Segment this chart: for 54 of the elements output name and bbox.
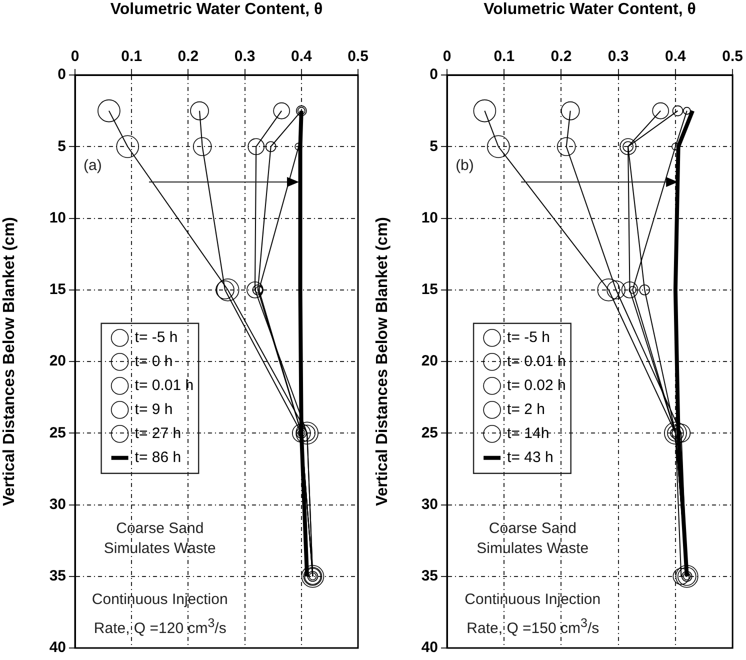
annotation: Rate, Q =120 cm$^{3}$/s [94,616,226,638]
y-tick-label: 15 [421,281,438,298]
legend-label: t= 0 h [134,353,173,370]
annotation: (b) [456,157,474,174]
y-tick-label: 0 [430,66,438,84]
annotation: Rate, Q =150 cm$^{3}$/s [466,616,600,638]
legend-label: t= 0.01 h [507,353,566,370]
legend-label: t= 27 h [134,425,182,442]
x-tick-label: 0.5 [722,48,744,66]
x-tick-label: 0.3 [234,48,256,66]
legend-label: t= 0.02 h [507,377,566,394]
x-axis-title: Volumetric Water Content, θ [110,1,323,18]
annotation: Coarse Sand Simulates Waste [476,519,590,560]
y-tick-label: 20 [421,352,438,370]
legend-label: t= 0.01 h [134,377,194,394]
y-tick-label: 25 [49,424,66,442]
annotation: Continuous Injection [92,590,228,608]
y-tick-label: 5 [58,138,66,155]
x-tick-label: 0 [70,48,80,66]
x-tick-label: 0.1 [121,48,142,66]
y-tick-label: 35 [49,568,66,585]
x-tick-label: 0.1 [494,48,515,66]
legend-label: t= -5 h [134,329,178,346]
y-tick-label: 20 [49,352,66,370]
y-tick-label: 0 [58,66,66,84]
legend-label: t= 86 h [134,449,182,466]
y-tick-label: 15 [49,281,66,298]
x-tick-label: 0.2 [550,48,572,66]
annotation: Coarse Sand Simulates Waste [102,519,217,560]
y-tick-label: 25 [421,424,438,442]
legend-label: t= -5 h [507,329,550,346]
y-tick-label: 40 [49,639,66,656]
y-tick-label: 10 [421,209,438,226]
x-tick-label: 0.3 [608,48,629,66]
y-axis-title: Vertical Distances Below Blanket (cm) [374,217,392,506]
legend-label: t= 2 h [507,401,546,418]
y-tick-label: 35 [421,568,438,585]
annotation: (a) [83,157,102,174]
annotation: Continuous Injection [464,590,601,608]
y-tick-label: 5 [430,138,438,155]
x-tick-label: 0.4 [665,48,687,66]
legend-label: t= 14h [507,425,550,442]
y-axis-title: Vertical Distances Below Blanket (cm) [1,217,18,506]
y-tick-label: 40 [421,639,438,656]
y-tick-label: 30 [49,496,66,513]
y-tick-label: 10 [49,209,66,226]
x-tick-label: 0.5 [348,48,368,66]
y-tick-label: 30 [421,496,438,513]
legend-label: t= 9 h [134,401,173,418]
legend-label: t= 43 h [507,449,554,466]
x-tick-label: 0 [442,48,452,66]
x-tick-label: 0.2 [178,48,199,66]
x-axis-title: Volumetric Water Content, θ [484,1,696,18]
x-tick-label: 0.4 [290,48,312,66]
